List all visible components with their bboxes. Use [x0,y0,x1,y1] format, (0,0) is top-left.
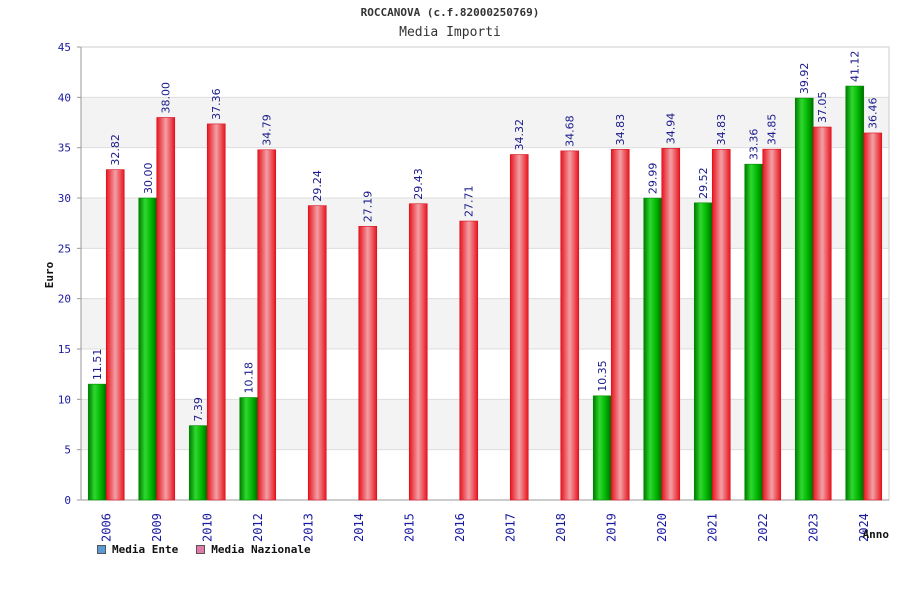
data-label: 7.39 [192,397,205,422]
legend-label-media-ente: Media Ente [112,543,179,556]
bar-media-nazionale-2023 [812,126,832,501]
bar-media-nazionale-2015 [408,203,428,501]
data-label: 29.24 [311,170,324,202]
bar-media-nazionale-2012 [257,149,277,501]
legend-label-media-nazionale: Media Nazionale [211,543,311,556]
bar-media-ente-2019 [592,395,612,501]
bar-media-nazionale-2006 [105,169,125,501]
data-label: 38.00 [160,82,173,114]
data-label: 33.36 [748,129,761,161]
bar-media-ente-2010 [188,425,208,501]
data-label: 29.43 [412,168,425,200]
x-tick-label: 2010 [200,513,214,542]
x-tick-label: 2009 [150,513,164,542]
y-tick-label: 35 [58,142,71,155]
x-tick-label: 2015 [402,513,416,542]
data-label: 36.46 [867,97,880,129]
data-label: 10.35 [596,360,609,392]
x-tick-label: 2014 [352,513,366,542]
x-tick-label: 2016 [453,513,467,542]
bar-media-ente-2006 [87,383,107,501]
data-label: 27.71 [463,186,476,218]
data-label: 32.82 [109,134,122,166]
x-tick-label: 2020 [655,513,669,542]
data-label: 41.12 [849,51,862,83]
y-tick-label: 10 [58,393,71,406]
bar-media-nazionale-2014 [358,225,378,501]
bar-media-ente-2020 [643,197,663,501]
bar-media-ente-2021 [693,202,713,501]
data-label: 34.79 [261,114,274,146]
bar-media-nazionale-2022 [762,148,782,501]
bar-media-ente-2022 [744,163,764,501]
bar-media-ente-2012 [239,397,259,501]
data-label: 34.85 [766,114,779,146]
y-tick-label: 40 [58,91,71,104]
bar-media-nazionale-2009 [156,117,176,501]
bar-media-nazionale-2020 [661,147,681,501]
bar-media-nazionale-2019 [610,149,630,501]
bar-media-nazionale-2013 [307,205,327,501]
bar-media-nazionale-2024 [863,132,883,501]
chart-title: ROCCANOVA (c.f.82000250769) [360,6,540,19]
bar-media-nazionale-2016 [459,220,479,501]
x-tick-label: 2018 [554,513,568,542]
data-label: 34.83 [715,114,728,146]
y-tick-label: 30 [58,192,71,205]
legend-swatch-media-nazionale [196,545,206,554]
x-tick-label: 2017 [503,513,517,542]
data-label: 10.18 [243,362,256,394]
y-tick-label: 5 [64,444,71,457]
data-label: 29.99 [647,163,660,195]
data-label: 34.32 [513,119,526,151]
data-label: 37.05 [816,92,829,124]
x-tick-label: 2022 [756,513,770,542]
data-label: 39.92 [798,63,811,95]
x-axis-label: Anno [863,528,890,541]
data-label: 30.00 [142,163,155,195]
y-tick-label: 25 [58,242,71,255]
bar-media-nazionale-2021 [711,149,731,501]
bar-media-ente-2023 [794,97,814,501]
x-tick-label: 2019 [604,513,618,542]
chart-subtitle: Media Importi [399,25,501,40]
x-tick-label: 2013 [301,513,315,542]
bar-media-nazionale-2017 [509,154,529,501]
data-label: 34.94 [665,113,678,145]
x-tick-label: 2021 [705,513,719,542]
y-tick-label: 20 [58,293,71,306]
y-tick-label: 15 [58,343,71,356]
data-label: 29.52 [697,167,710,199]
bar-media-nazionale-2018 [560,150,580,501]
x-tick-label: 2006 [99,513,113,542]
x-tick-label: 2012 [251,513,265,542]
legend-item-media-ente: Media Ente [97,543,178,556]
legend: Media Ente Media Nazionale [97,543,311,556]
y-axis-label: Euro [43,261,56,288]
bar-media-ente-2009 [138,197,158,501]
legend-swatch-media-ente [97,545,106,554]
x-tick-label: 2024 [857,513,871,542]
bar-media-nazionale-2010 [206,123,226,501]
data-label: 34.68 [564,115,577,147]
legend-item-media-nazionale: Media Nazionale [196,543,311,556]
y-tick-label: 0 [64,494,71,507]
data-label: 27.19 [362,191,375,223]
y-tick-label: 45 [58,41,71,54]
x-tick-label: 2023 [806,513,820,542]
data-label: 34.83 [614,114,627,146]
data-label: 11.51 [91,349,104,381]
data-label: 37.36 [210,88,223,120]
bar-media-ente-2024 [845,85,865,501]
